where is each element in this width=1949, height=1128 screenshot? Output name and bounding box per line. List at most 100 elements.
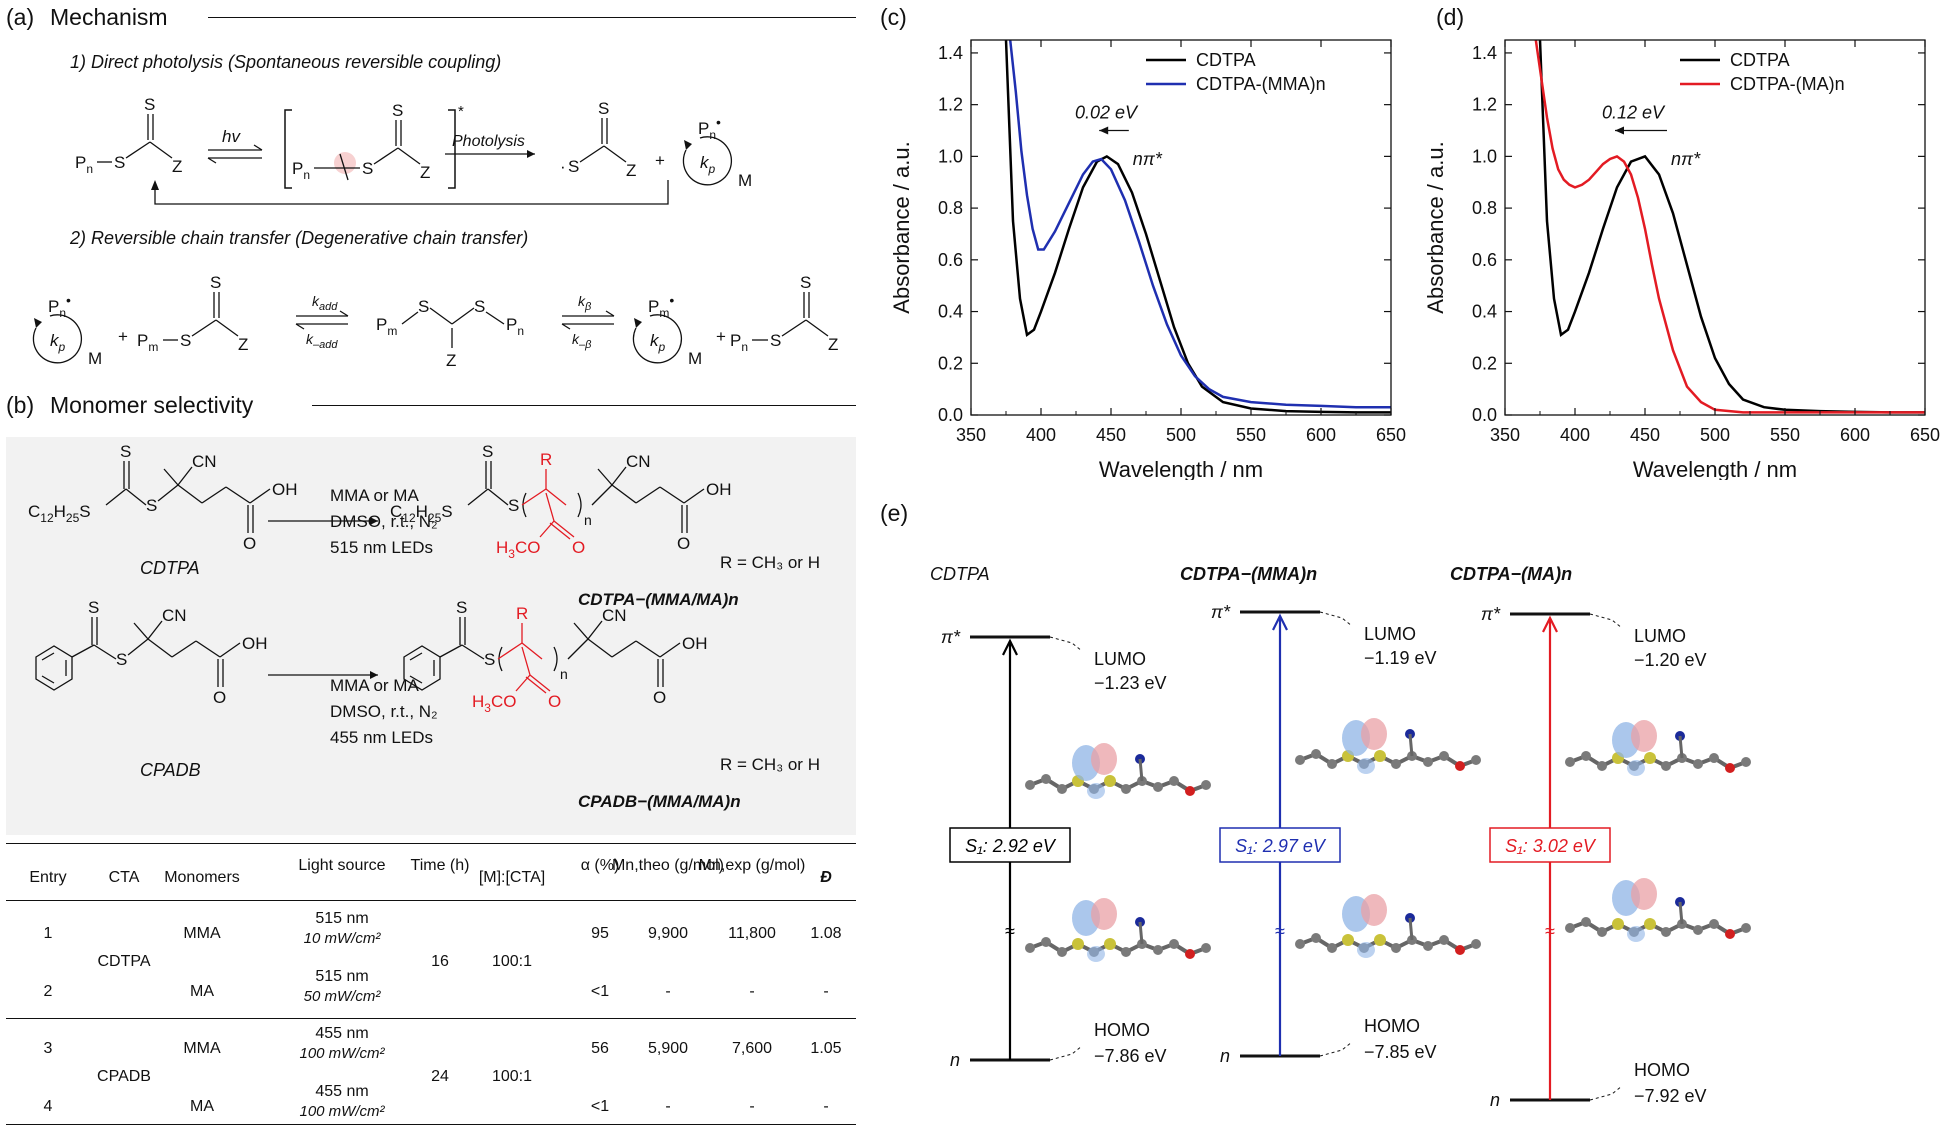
orbital-lobe-blue [1357, 942, 1375, 958]
bond [1678, 735, 1684, 759]
table-header-cell: Entry [29, 869, 67, 886]
panel-d-label: (d) [1436, 4, 1465, 30]
panel-c-label: (c) [880, 4, 907, 30]
lumo-leader [1589, 613, 1623, 629]
lumo-label: LUMO [1364, 624, 1416, 644]
x-tick-label: 450 [1096, 425, 1126, 445]
svg-text:+: + [655, 151, 665, 170]
table-header-cell: CTA [108, 869, 140, 886]
panel-a-rule [208, 17, 856, 18]
column-title: CDTPA−(MA)n [1450, 564, 1572, 584]
svg-text:S: S [484, 650, 495, 669]
pi-star-label: π* [1481, 604, 1501, 624]
atom [1597, 927, 1607, 937]
atom [1057, 784, 1067, 794]
x-tick-label: 550 [1236, 425, 1266, 445]
table-bottom-rule [6, 1124, 856, 1125]
y-tick-label: 0.8 [1472, 198, 1497, 218]
series-line [1534, 40, 1925, 414]
table-header-cell: Mn,theo (g/mol) [611, 857, 725, 874]
lumo-energy: −1.19 eV [1364, 648, 1437, 668]
svg-text:R: R [516, 604, 528, 623]
table-header-cell: Light source [298, 857, 386, 874]
svg-text:k–β: k–β [572, 331, 592, 351]
conditions-1: MMA or MA DMSO, r.t., N₂ 515 nm LEDs [330, 483, 438, 561]
y-axis-label: Absorbance / a.u. [1423, 141, 1448, 313]
atom [1327, 943, 1337, 953]
svg-text:O: O [213, 688, 226, 707]
svg-text:Pn: Pn [292, 159, 310, 182]
cond2-line1: MMA or MA [330, 676, 419, 695]
svg-text:M: M [688, 349, 702, 368]
svg-text:M: M [88, 349, 102, 368]
homo-energy: −7.86 eV [1094, 1046, 1167, 1066]
svg-text:Z: Z [446, 351, 456, 370]
step2-label: 2) Reversible chain transfer (Degenerati… [70, 228, 529, 248]
y-tick-label: 1.0 [1472, 146, 1497, 166]
atom [1374, 934, 1386, 946]
table-cell: 100:1 [491, 1068, 533, 1085]
table-cell: 515 nm 10 mW/cm² [282, 909, 402, 949]
atom [1391, 943, 1401, 953]
svg-text:hv: hv [222, 127, 241, 146]
y-tick-label: 0.0 [1472, 405, 1497, 425]
atom [1295, 939, 1305, 949]
table-header-cell: α (%) [580, 857, 620, 874]
svg-text:Pm: Pm [376, 315, 397, 338]
bond [1408, 733, 1414, 757]
lumo-label: LUMO [1634, 626, 1686, 646]
svg-text:S: S [508, 496, 519, 515]
homo-label: HOMO [1364, 1016, 1420, 1036]
homo-label: HOMO [1094, 1020, 1150, 1040]
svg-text:OH: OH [706, 480, 732, 499]
orbital-lobe-red [1091, 898, 1117, 930]
axis-break: ≈ [1275, 921, 1285, 941]
atom [1391, 759, 1401, 769]
light-power: 100 mW/cm² [299, 1045, 385, 1062]
svg-text:O: O [653, 688, 666, 707]
panel-a-label: (a) [6, 4, 35, 30]
atom [1581, 917, 1591, 927]
atom [1169, 939, 1179, 949]
atom [1741, 757, 1751, 767]
atom [1439, 935, 1449, 945]
table-cell: 9,900 [647, 925, 689, 942]
selectivity-scheme: C12H25S S S CN OH O C12H25S S S [28, 442, 732, 715]
svg-text:S: S [146, 496, 157, 515]
table-cell: MA [190, 1098, 214, 1115]
transition-arrowhead [1272, 613, 1288, 631]
atom [1153, 782, 1163, 792]
atom [1025, 780, 1035, 790]
scheme-background [6, 437, 856, 835]
x-tick-label: 600 [1840, 425, 1870, 445]
svg-text:S: S [88, 598, 99, 617]
pi-star-label: π* [941, 627, 961, 647]
y-tick-label: 0.2 [938, 353, 963, 373]
svg-text:CN: CN [192, 452, 217, 471]
y-tick-label: 0.2 [1472, 353, 1497, 373]
cond1-line1: MMA or MA [330, 486, 419, 505]
transition-arrowhead [1002, 638, 1018, 656]
table-cell: <1 [590, 983, 610, 1000]
orbital-lobe-red [1361, 718, 1387, 750]
svg-text:O: O [548, 692, 561, 711]
legend-label: CDTPA-(MMA)n [1196, 74, 1326, 94]
table-cell: 2 [43, 983, 53, 1000]
svg-text:kp: kp [50, 331, 66, 354]
table-cell: 3 [43, 1040, 53, 1057]
svg-text:Pn: Pn [730, 331, 748, 354]
orbital-render [1295, 718, 1481, 958]
table-cell: 95 [591, 925, 609, 942]
lumo-label: LUMO [1094, 649, 1146, 669]
atom [1104, 938, 1116, 950]
cpadb-name: CPADB [140, 760, 201, 780]
atom [1455, 761, 1465, 771]
y-tick-label: 1.4 [938, 43, 963, 63]
atom [1121, 947, 1131, 957]
cond1-line3: 515 nm LEDs [330, 538, 433, 557]
x-tick-label: 500 [1700, 425, 1730, 445]
atom [1439, 751, 1449, 761]
x-tick-label: 550 [1770, 425, 1800, 445]
x-tick-label: 650 [1376, 425, 1406, 445]
svg-text:kadd: kadd [312, 293, 338, 313]
